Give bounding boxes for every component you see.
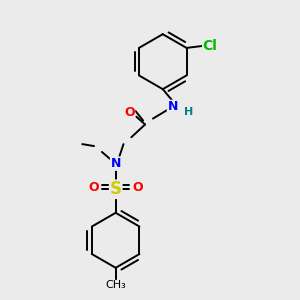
Text: O: O bbox=[89, 181, 99, 194]
Text: Cl: Cl bbox=[203, 39, 218, 53]
Text: N: N bbox=[110, 157, 121, 170]
Text: O: O bbox=[124, 106, 135, 119]
Text: H: H bbox=[184, 107, 193, 117]
Text: S: S bbox=[110, 180, 122, 198]
Text: O: O bbox=[132, 181, 142, 194]
Text: N: N bbox=[167, 100, 178, 113]
Text: CH₃: CH₃ bbox=[105, 280, 126, 290]
